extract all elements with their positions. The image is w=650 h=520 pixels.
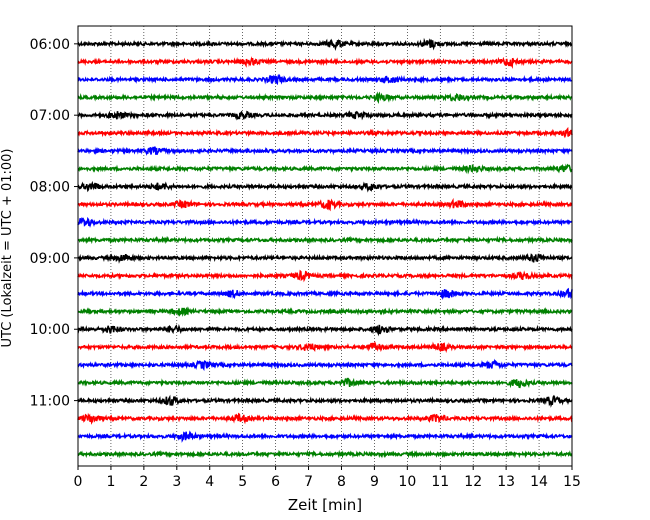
x-tick-label: 15 xyxy=(563,474,581,490)
grid-lines xyxy=(110,26,540,466)
trace-line xyxy=(77,91,573,104)
trace-line xyxy=(77,449,573,459)
x-tick-label: 13 xyxy=(497,474,515,490)
y-tick-label: 07:00 xyxy=(30,108,70,124)
y-axis-ticks: 06:00 07:00 08:00 09:00 10:00 11:00 xyxy=(30,37,78,410)
trace-line xyxy=(77,269,573,283)
trace-line xyxy=(77,56,573,69)
x-tick-label: 9 xyxy=(370,474,379,490)
trace-line xyxy=(77,126,573,139)
y-tick-label: 09:00 xyxy=(30,251,70,267)
x-tick-label: 12 xyxy=(464,474,482,490)
x-tick-label: 3 xyxy=(172,474,181,490)
trace-line xyxy=(77,287,573,301)
trace-line xyxy=(77,430,573,443)
x-tick-label: 4 xyxy=(205,474,214,490)
x-tick-label: 1 xyxy=(106,474,115,490)
y-axis-label: UTC (Lokalzeit = UTC + 01:00) xyxy=(0,149,15,348)
trace-line xyxy=(77,306,573,317)
trace-line xyxy=(77,412,573,425)
x-tick-label: 8 xyxy=(337,474,346,490)
x-axis-ticks: 0 1 2 3 4 5 6 7 8 9 10 11 12 13 14 15 xyxy=(74,466,581,490)
x-tick-label: 7 xyxy=(304,474,313,490)
trace-line xyxy=(77,146,573,156)
trace-line xyxy=(77,323,573,337)
trace-line xyxy=(77,252,573,264)
trace-line xyxy=(77,37,573,52)
y-tick-label: 06:00 xyxy=(30,37,70,53)
trace-line xyxy=(77,73,573,86)
plot-frame xyxy=(77,25,573,467)
y-tick-label: 10:00 xyxy=(30,322,70,338)
x-tick-label: 11 xyxy=(431,474,449,490)
y-tick-label: 11:00 xyxy=(30,394,70,410)
trace-line xyxy=(77,216,573,228)
y-tick-label: 08:00 xyxy=(30,180,70,196)
trace-line xyxy=(77,394,573,408)
x-tick-label: 6 xyxy=(271,474,280,490)
x-tick-label: 2 xyxy=(139,474,148,490)
trace-line xyxy=(77,163,573,175)
trace-line xyxy=(77,197,573,212)
trace-line xyxy=(77,358,573,372)
trace-line xyxy=(77,180,573,193)
x-tick-label: 10 xyxy=(398,474,416,490)
trace-layer xyxy=(77,37,573,459)
trace-line xyxy=(77,235,573,245)
trace-line xyxy=(77,377,573,389)
trace-line xyxy=(77,340,573,354)
x-tick-label: 5 xyxy=(238,474,247,490)
x-tick-label: 14 xyxy=(530,474,548,490)
trace-line xyxy=(77,110,573,121)
x-tick-label: 0 xyxy=(74,474,83,490)
x-axis-label: Zeit [min] xyxy=(288,496,362,514)
